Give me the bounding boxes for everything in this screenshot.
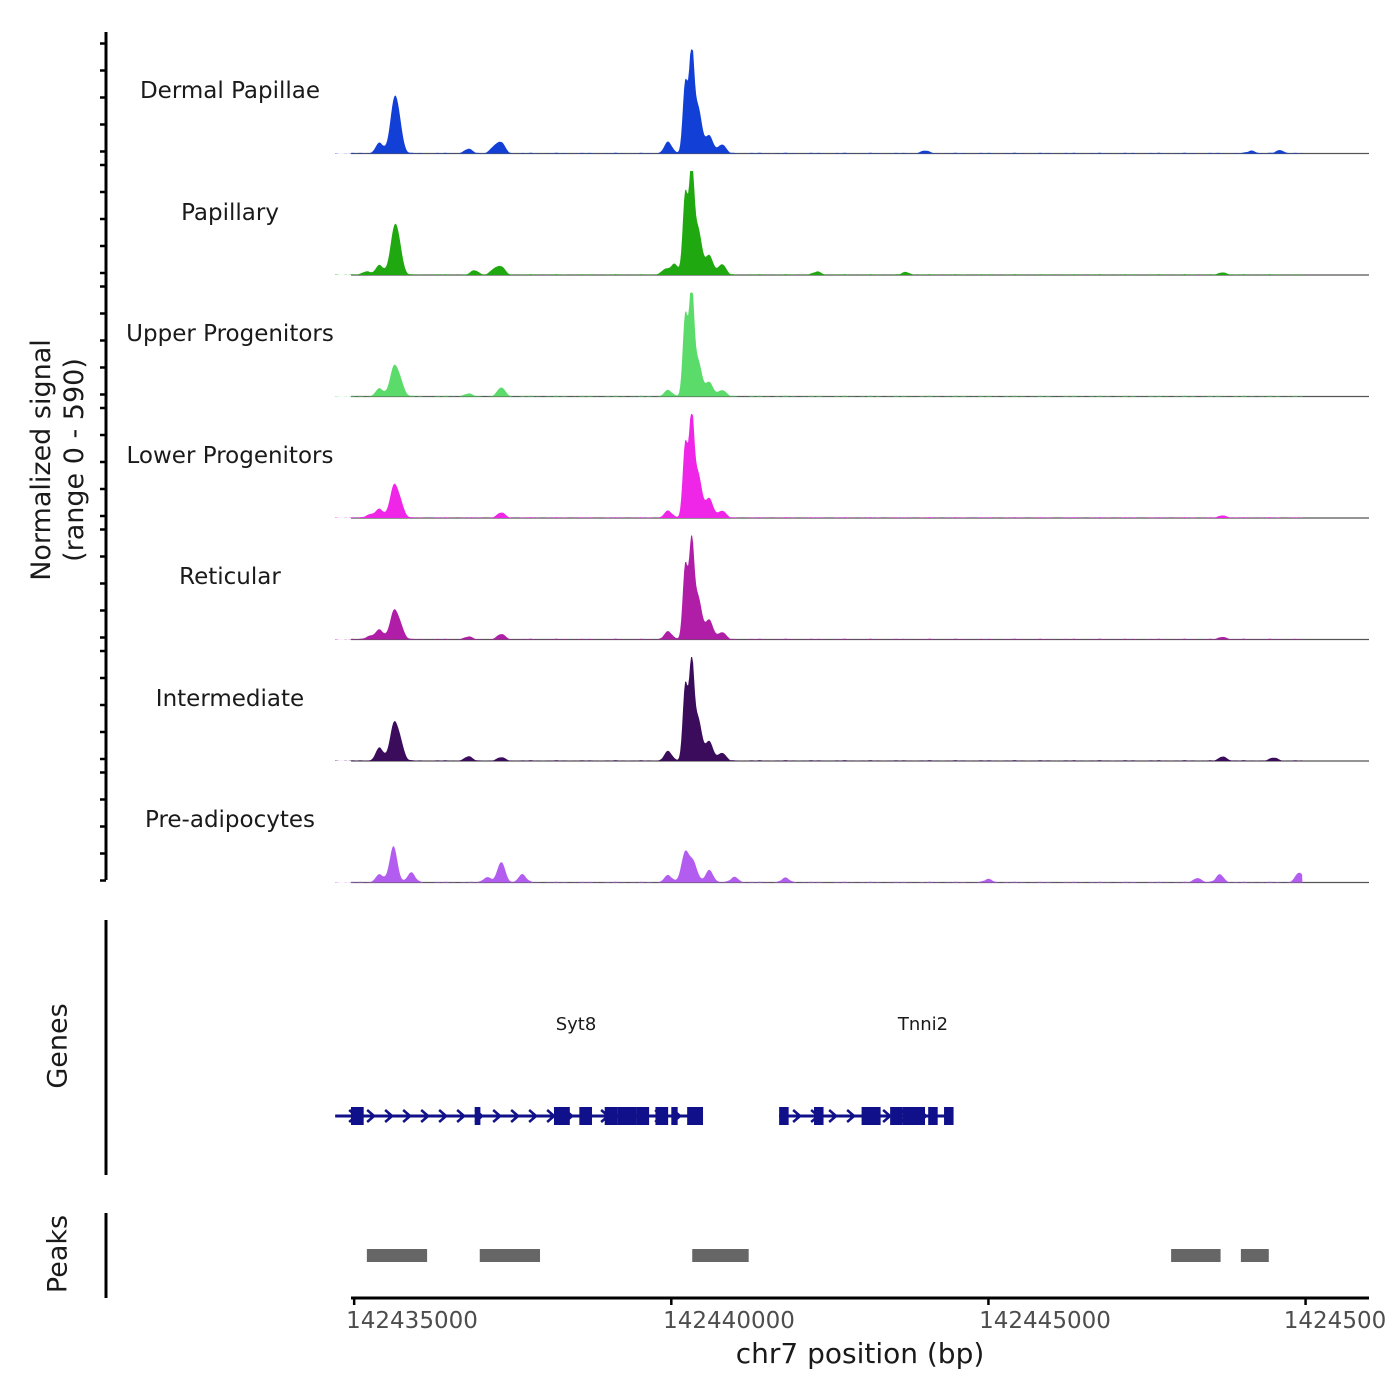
- signal-area: [335, 171, 1303, 275]
- signal-track-papillary: [335, 171, 1369, 276]
- track-label-upper-progenitors: Upper Progenitors: [126, 321, 334, 347]
- signal-area: [335, 414, 1303, 518]
- gene-exon: [354, 1107, 364, 1125]
- peak-region: [692, 1249, 749, 1262]
- x-tick-label: 1424500: [1283, 1308, 1387, 1334]
- gene-exon: [687, 1107, 694, 1125]
- genes-track-title: Genes: [42, 1003, 74, 1089]
- gene-exon: [814, 1107, 824, 1125]
- gene-model-syt8: [335, 1107, 704, 1125]
- gene-model-tnni2: [779, 1107, 954, 1125]
- gene-exon: [351, 1107, 356, 1125]
- gene-exon: [779, 1107, 789, 1125]
- signal-track-reticular: [335, 535, 1369, 641]
- strand-arrow: [492, 1109, 503, 1123]
- strand-arrow: [402, 1109, 413, 1123]
- gene-exon: [604, 1107, 618, 1125]
- gene-exon: [890, 1107, 903, 1125]
- x-tick-label: 142435000: [346, 1308, 478, 1334]
- signal-area: [335, 49, 1303, 154]
- gene-exon: [579, 1107, 593, 1125]
- signal-track-dermal-papillae: [335, 49, 1369, 155]
- strand-arrow: [438, 1109, 449, 1123]
- signal-area: [335, 846, 1303, 883]
- gene-exon: [944, 1107, 954, 1125]
- y-axis-title-line1: Normalized signal: [26, 339, 57, 581]
- track-label-reticular: Reticular: [179, 564, 281, 590]
- gene-exon: [671, 1107, 678, 1125]
- strand-arrow: [828, 1109, 839, 1123]
- gene-exon: [928, 1107, 938, 1125]
- track-label-dermal-papillae: Dermal Papillae: [139, 78, 321, 104]
- x-tick-label: 142445000: [979, 1308, 1111, 1334]
- gene-exon: [474, 1107, 481, 1125]
- y-axis-title-line2: (range 0 - 590): [59, 358, 90, 562]
- track-label-lower-progenitors: Lower Progenitors: [126, 443, 334, 469]
- strand-arrow: [384, 1109, 395, 1123]
- gene-exon: [902, 1107, 916, 1125]
- peak-region: [366, 1249, 428, 1262]
- track-label-papillary: Papillary: [181, 200, 279, 226]
- gene-exon: [915, 1107, 926, 1125]
- peaks-track-title: Peaks: [42, 1214, 74, 1294]
- signal-track-pre-adipocytes: [335, 846, 1369, 884]
- gene-exon: [617, 1107, 637, 1125]
- gene-label-tnni2: Tnni2: [897, 1014, 949, 1035]
- strand-arrow: [420, 1109, 431, 1123]
- signal-area: [335, 292, 1303, 397]
- gene-exon: [636, 1107, 650, 1125]
- signal-track-lower-progenitors: [335, 414, 1369, 519]
- signal-area: [335, 657, 1303, 761]
- signal-area: [335, 535, 1303, 640]
- y-axis-title: Normalized signal (range 0 - 590): [25, 339, 91, 581]
- gene-exon: [693, 1107, 704, 1125]
- x-tick-label: 142440000: [663, 1308, 795, 1334]
- peak-region: [479, 1249, 541, 1262]
- peak-region: [1240, 1249, 1269, 1262]
- strand-arrow: [528, 1109, 539, 1123]
- strand-arrow: [456, 1109, 467, 1123]
- gene-exon: [655, 1107, 669, 1125]
- strand-arrow: [510, 1109, 521, 1123]
- x-axis-title: chr7 position (bp): [735, 1337, 985, 1370]
- strand-arrow: [792, 1109, 803, 1123]
- track-label-pre-adipocytes: Pre-adipocytes: [144, 807, 316, 833]
- gene-label-syt8: Syt8: [555, 1014, 597, 1035]
- track-label-intermediate: Intermediate: [155, 686, 305, 712]
- peak-region: [1171, 1249, 1221, 1262]
- strand-arrow: [846, 1109, 857, 1123]
- signal-track-intermediate: [335, 657, 1369, 762]
- strand-arrow: [366, 1109, 377, 1123]
- gene-exon: [861, 1107, 881, 1125]
- signal-track-upper-progenitors: [335, 292, 1369, 398]
- gene-exon: [553, 1107, 570, 1125]
